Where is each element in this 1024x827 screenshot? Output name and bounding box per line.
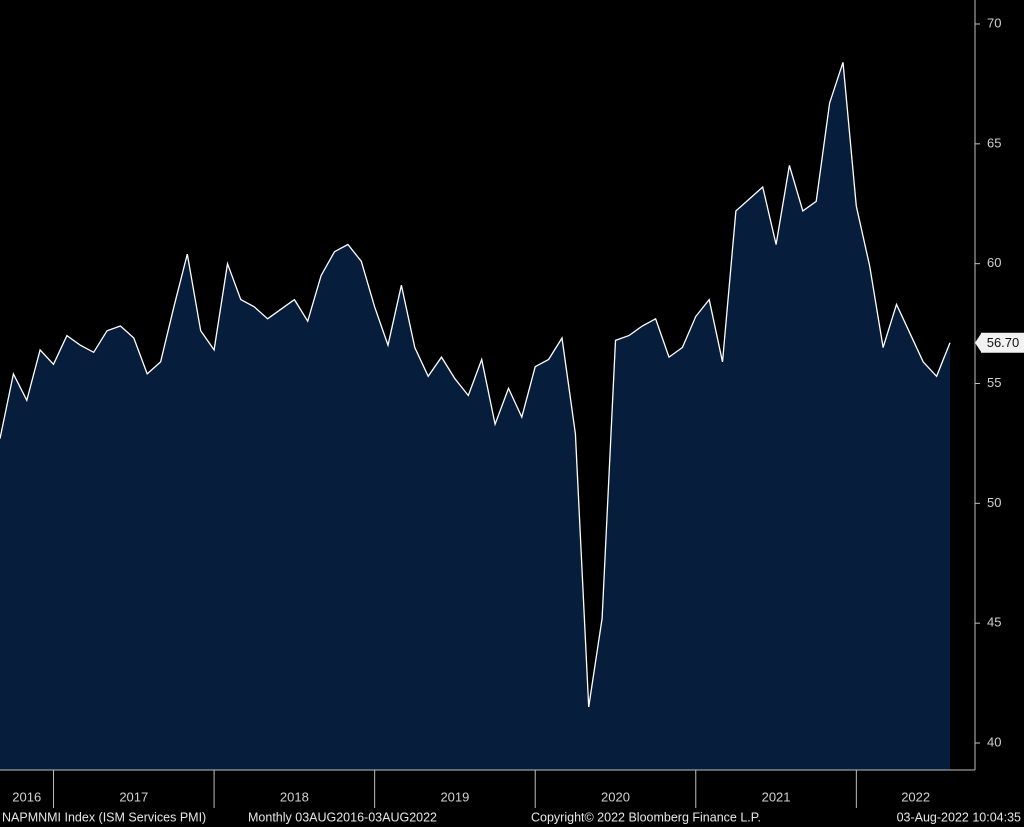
y-tick-label: 65 xyxy=(987,135,1001,150)
y-tick-label: 60 xyxy=(987,255,1001,270)
year-label: 2018 xyxy=(280,789,309,804)
value-label-pointer xyxy=(975,333,981,352)
footer-timestamp: 03-Aug-2022 10:04:35 xyxy=(897,810,1021,824)
footer-range: Monthly 03AUG2016-03AUG2022 xyxy=(248,810,437,824)
line xyxy=(0,62,951,708)
year-label: 2020 xyxy=(601,789,630,804)
year-label: 2022 xyxy=(901,789,930,804)
y-tick-label: 70 xyxy=(987,15,1001,30)
y-tick-label: 50 xyxy=(987,495,1001,510)
y-tick-label: 45 xyxy=(987,615,1001,630)
value-label-box xyxy=(981,332,1024,353)
footer-index: NAPMNMI Index (ISM Services PMI) xyxy=(2,810,206,824)
year-label: 2016 xyxy=(12,789,41,804)
area xyxy=(0,62,950,771)
y-tick-label: 55 xyxy=(987,375,1001,390)
y-tick-label: 40 xyxy=(987,734,1001,749)
value-label: 56.70 xyxy=(987,335,1020,350)
year-label: 2021 xyxy=(762,789,791,804)
year-label: 2017 xyxy=(119,789,148,804)
footer-copyright: Copyright© 2022 Bloomberg Finance L.P. xyxy=(531,810,761,824)
year-label: 2019 xyxy=(440,789,469,804)
